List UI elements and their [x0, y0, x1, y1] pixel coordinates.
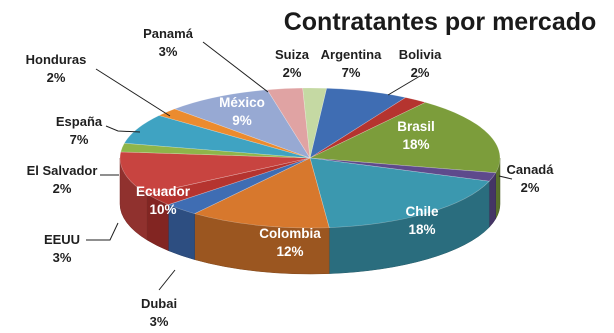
slice-label-value-mexico: 9% — [232, 113, 252, 128]
pie-sides — [119, 157, 501, 275]
pie-slice-brasil — [308, 102, 501, 174]
pie-slice-dubai — [167, 157, 311, 214]
slice-label-panama: Panamá 3% — [143, 26, 194, 59]
pie-slice-honduras — [158, 108, 311, 159]
slice-label-value-brasil: 18% — [402, 137, 429, 152]
slice-label-honduras: Honduras 2% — [26, 52, 87, 85]
slice-label-value-colombia: 12% — [276, 244, 303, 259]
slice-label-el-salvador: El Salvador 2% — [27, 163, 98, 196]
slice-label-chile: Chile 18% — [405, 204, 438, 237]
slice-label-bolivia: Bolivia 2% — [399, 47, 442, 80]
slice-label-name-panama: Panamá — [143, 26, 194, 41]
pie-slice-panama — [266, 87, 311, 159]
slice-label-value-ecuador: 10% — [149, 202, 176, 217]
pie-slice-suiza — [302, 87, 327, 159]
slice-label-name-chile: Chile — [405, 204, 438, 219]
slice-label-name-colombia: Colombia — [259, 226, 321, 241]
slice-label-eeuu: EEUU 3% — [44, 232, 80, 265]
leader-line-panama — [202, 41, 269, 93]
pie-slice-canada — [309, 157, 497, 182]
pie-slice-mexico — [173, 89, 311, 159]
leader-line-bolivia — [387, 75, 421, 96]
slice-label-value-suiza: 2% — [283, 65, 302, 80]
chart-title: Contratantes por mercado — [284, 8, 597, 36]
leader-lines — [86, 41, 513, 291]
slice-label-colombia: Colombia 12% — [259, 226, 321, 259]
pie-slice-chile — [309, 157, 490, 228]
pie-slice-eeuu — [146, 157, 311, 205]
slice-label-dubai: Dubai 3% — [141, 296, 177, 329]
slice-labels: Argentina 7% Bolivia 2% Brasil 18% Canadá 2% Chi… — [26, 26, 555, 329]
slice-label-ecuador: Ecuador 10% — [136, 184, 191, 217]
slice-label-name-espana: España — [56, 114, 103, 129]
pie-slice-ecuador — [119, 151, 311, 195]
slice-label-value-eeuu: 3% — [53, 250, 72, 265]
leader-line-eeuu — [86, 222, 119, 241]
slice-label-value-espana: 7% — [70, 132, 89, 147]
slice-label-value-canada: 2% — [521, 180, 540, 195]
slice-label-argentina: Argentina 7% — [321, 47, 382, 80]
pie-slice-espana — [123, 115, 311, 159]
slice-label-value-el-salvador: 2% — [53, 181, 72, 196]
pie-side-canada — [488, 171, 496, 228]
pie-slice-colombia — [193, 157, 330, 229]
slice-label-value-chile: 18% — [408, 222, 435, 237]
slice-label-value-honduras: 2% — [47, 70, 66, 85]
slice-label-value-dubai: 3% — [150, 314, 169, 329]
slice-label-name-canada: Canadá — [507, 162, 555, 177]
slice-label-name-brasil: Brasil — [397, 119, 435, 134]
slice-label-name-suiza: Suiza — [275, 47, 310, 62]
pie-slice-el-salvador — [120, 142, 311, 159]
slice-label-name-honduras: Honduras — [26, 52, 87, 67]
slice-label-mexico: México 9% — [219, 95, 265, 128]
pie-slice-argentina — [309, 87, 407, 159]
leader-line-canada — [498, 175, 513, 180]
slice-label-espana: España 7% — [56, 114, 103, 147]
slice-label-brasil: Brasil 18% — [397, 119, 435, 152]
pie-slices — [119, 87, 501, 229]
slice-label-canada: Canadá 2% — [507, 162, 555, 195]
slice-label-name-el-salvador: El Salvador — [27, 163, 98, 178]
leader-line-honduras — [95, 68, 171, 117]
leader-line-espana — [105, 125, 141, 133]
pie-slice-bolivia — [309, 97, 427, 159]
slice-label-name-argentina: Argentina — [321, 47, 382, 62]
slice-label-name-bolivia: Bolivia — [399, 47, 442, 62]
slice-label-value-panama: 3% — [159, 44, 178, 59]
leader-line-dubai — [158, 269, 176, 291]
slice-label-name-ecuador: Ecuador — [136, 184, 191, 199]
slice-label-value-argentina: 7% — [342, 65, 361, 80]
slice-label-suiza: Suiza 2% — [275, 47, 310, 80]
slice-label-value-bolivia: 2% — [411, 65, 430, 80]
slice-label-name-eeuu: EEUU — [44, 232, 80, 247]
slice-label-name-mexico: México — [219, 95, 265, 110]
slice-label-name-dubai: Dubai — [141, 296, 177, 311]
